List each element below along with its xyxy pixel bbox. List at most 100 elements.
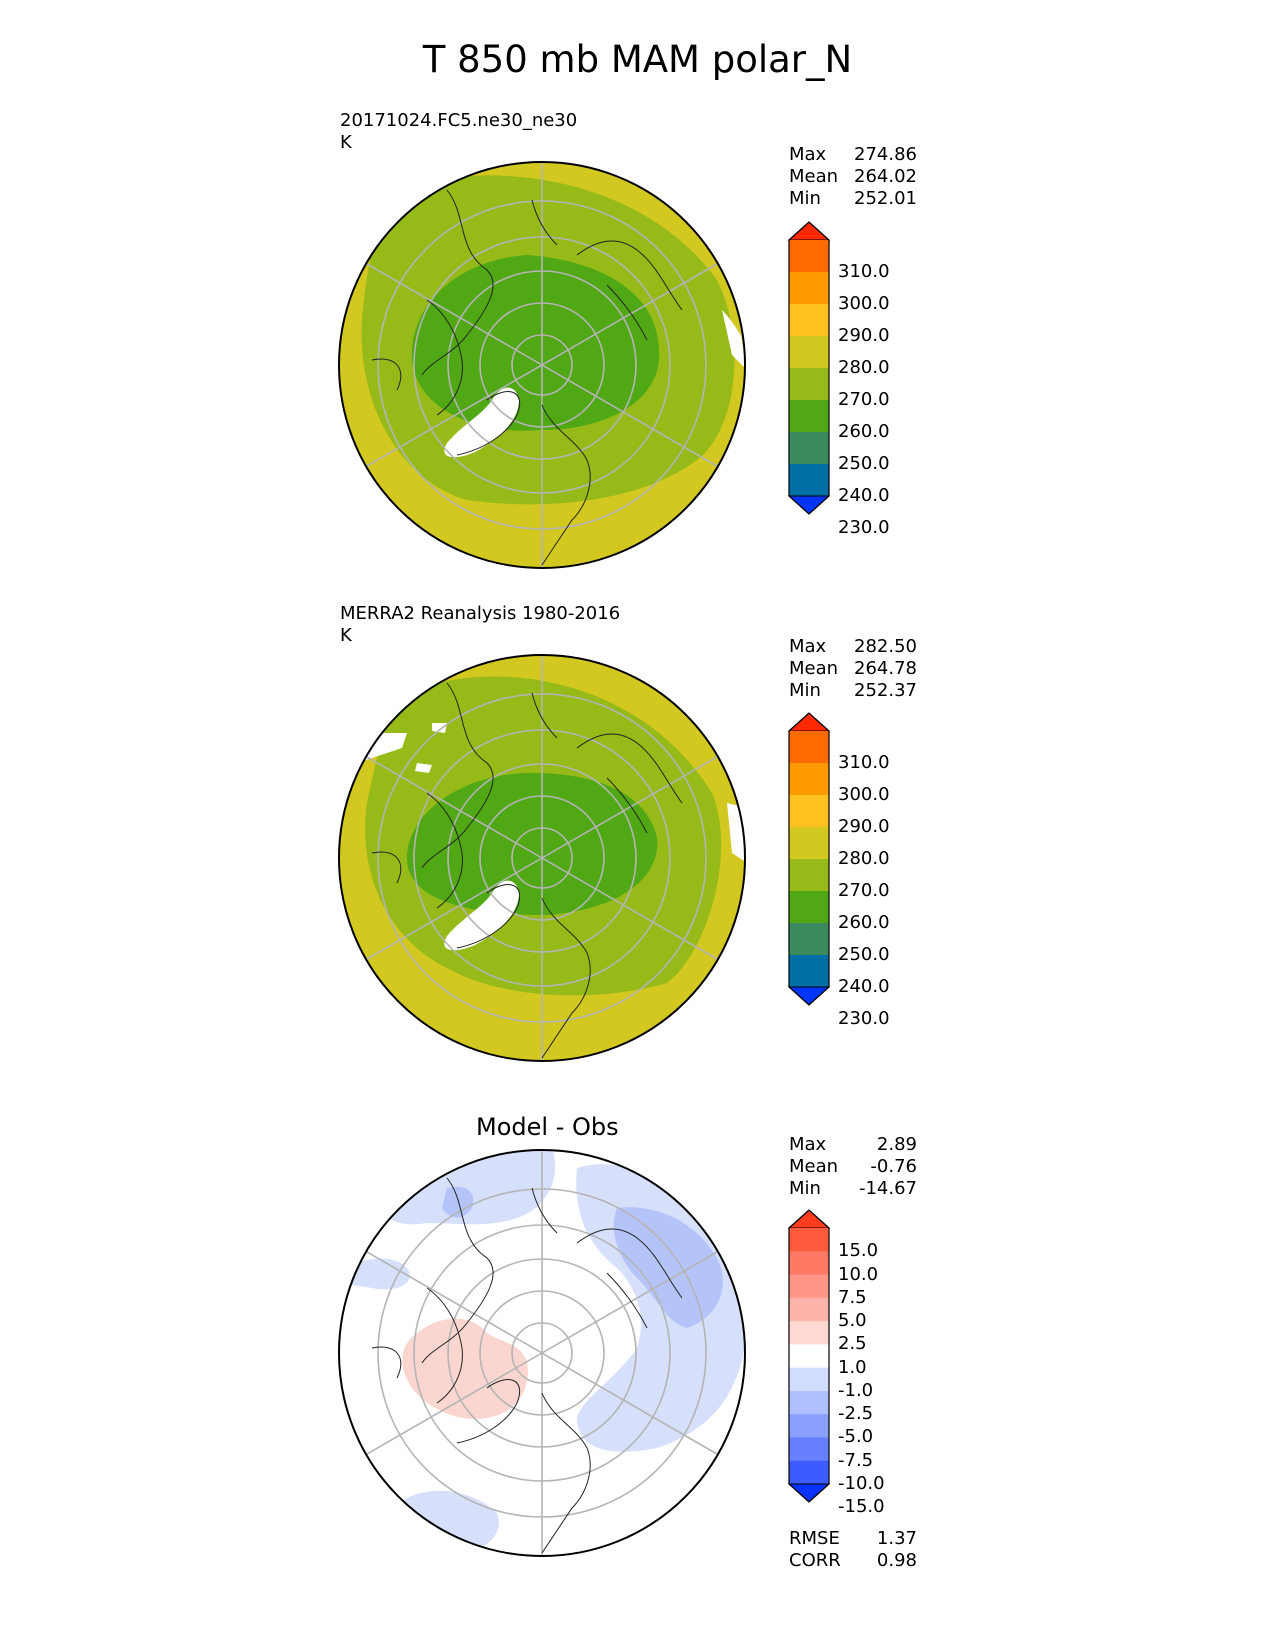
colorbar-swatch [789, 827, 829, 860]
colorbar-tick-label: 5.0 [838, 1310, 867, 1332]
colorbar-tick-label: -5.0 [838, 1426, 874, 1448]
colorbar-tick-label: 240.0 [838, 976, 890, 997]
colorbar-swatch [789, 1321, 829, 1345]
colorbar-tick-label: 300.0 [838, 784, 890, 805]
colorbar-swatch [789, 731, 829, 764]
colorbar-swatch [789, 1390, 829, 1415]
colorbar-extend-bottom [787, 495, 831, 515]
colorbar-swatch [789, 464, 829, 497]
colorbar-swatch [789, 1297, 829, 1322]
colorbar-swatch [789, 432, 829, 465]
panel-3-extra-stats: RMSE 1.37 CORR 0.98 [789, 1528, 917, 1571]
panel-2-field-inner [407, 773, 658, 915]
panel-2-gap-small1 [432, 723, 447, 733]
colorbar-swatch [789, 368, 829, 401]
colorbar-tick-label: 10.0 [838, 1263, 879, 1285]
colorbar-extend-top [787, 1209, 831, 1229]
colorbar-tick-label: 290.0 [838, 325, 890, 346]
colorbar-tick-label: 230.0 [838, 1008, 890, 1029]
colorbar-swatch [789, 923, 829, 956]
colorbar-tick-label: 7.5 [838, 1286, 867, 1308]
figure-title: T 850 mb MAM polar_N [422, 38, 853, 81]
panel-3-map [338, 1149, 746, 1557]
colorbar-tick-label: -2.5 [838, 1403, 874, 1425]
colorbar-swatch [789, 763, 829, 796]
colorbar-swatch [789, 1437, 829, 1462]
panel-3-colorbar [787, 1209, 831, 1503]
panel-2-greenland-gap [444, 880, 519, 951]
panel-2-stats: Max 282.50 Mean 264.78 Min 252.37 [789, 636, 917, 701]
colorbar-tick-label: -10.0 [838, 1473, 885, 1494]
colorbar-tick-label: 230.0 [838, 517, 890, 538]
panel-3-field-top-dark [442, 1186, 474, 1218]
colorbar-tick-label: 250.0 [838, 453, 890, 474]
colorbar-tick-label: 290.0 [838, 816, 890, 837]
colorbar-outline [788, 1209, 830, 1503]
panel-1-title: 20171024.FC5.ne30_ne30 [340, 110, 578, 131]
panel-3-title: Model - Obs [476, 1113, 619, 1141]
panel-1-stats: Max 274.86 Mean 264.02 Min 252.01 [789, 144, 917, 209]
panel-2-coastlines [371, 682, 683, 1059]
colorbar-extend-bottom [787, 1483, 831, 1503]
colorbar-tick-label: 280.0 [838, 848, 890, 869]
panel-2-colorbar [787, 712, 831, 1006]
colorbar-outline [788, 221, 830, 515]
colorbar-tick-label: 250.0 [838, 944, 890, 965]
colorbar-tick-label: 310.0 [838, 752, 890, 773]
colorbar-swatch [789, 304, 829, 337]
panel-3-stats: Max 2.89 Mean -0.76 Min -14.67 [789, 1134, 917, 1199]
panel-3-graticule [365, 1150, 719, 1556]
colorbar-tick-label: -15.0 [838, 1496, 885, 1518]
panel-2-gap-small2 [415, 763, 432, 773]
panel-2-title: MERRA2 Reanalysis 1980-2016 [340, 603, 621, 624]
colorbar-extend-bottom [787, 986, 831, 1006]
colorbar-swatch [789, 891, 829, 924]
panel-1-units: K [340, 132, 352, 153]
colorbar-extend-top [787, 221, 831, 241]
colorbar-swatch [789, 336, 829, 369]
colorbar-tick-label: 280.0 [838, 357, 890, 378]
colorbar-swatch [789, 1344, 829, 1369]
panel-1-map-border [338, 161, 746, 569]
colorbar-swatch [789, 240, 829, 273]
colorbar-tick-label: -7.5 [838, 1449, 874, 1471]
colorbar-tick-label: 270.0 [838, 389, 890, 410]
panel-2-map-border [338, 654, 746, 1062]
panel-1-map [338, 161, 746, 569]
colorbar-swatch [789, 859, 829, 892]
panel-2-graticule [365, 655, 719, 1061]
colorbar-outline [788, 712, 830, 1006]
colorbar-tick-label: 240.0 [838, 485, 890, 506]
colorbar-swatch [789, 1367, 829, 1392]
panel-2-units: K [340, 625, 352, 646]
colorbar-tick-label: 2.5 [838, 1333, 867, 1355]
colorbar-tick-label: 310.0 [838, 261, 890, 282]
panel-1-field-inner [411, 255, 660, 431]
colorbar-swatch [789, 955, 829, 988]
colorbar-swatch [789, 1251, 829, 1276]
colorbar-swatch [789, 795, 829, 828]
colorbar-extend-top [787, 712, 831, 732]
colorbar-tick-label: 300.0 [838, 293, 890, 314]
panel-1-graticule [365, 162, 719, 568]
panel-1-gap-right [722, 310, 745, 370]
panel-1-coastlines [371, 189, 683, 566]
colorbar-tick-label: -1.0 [838, 1379, 874, 1401]
colorbar-tick-label: 15.0 [838, 1240, 879, 1262]
panel-3-map-border [338, 1149, 746, 1557]
colorbar-tick-label: 260.0 [838, 912, 890, 933]
panel-1-colorbar [787, 221, 831, 515]
colorbar-tick-label: 1.0 [838, 1356, 867, 1378]
colorbar-swatch [789, 1228, 829, 1252]
panel-3-coastlines [371, 1177, 683, 1554]
colorbar-tick-label: 270.0 [838, 880, 890, 901]
panel-1-greenland-gap [444, 387, 519, 458]
colorbar-swatch [789, 1274, 829, 1299]
colorbar-swatch [789, 272, 829, 305]
colorbar-swatch [789, 400, 829, 433]
colorbar-swatch [789, 1460, 829, 1485]
colorbar-swatch [789, 1414, 829, 1438]
panel-3-field-pink [402, 1318, 528, 1419]
colorbar-tick-label: 260.0 [838, 421, 890, 442]
panel-2-map [338, 654, 746, 1062]
